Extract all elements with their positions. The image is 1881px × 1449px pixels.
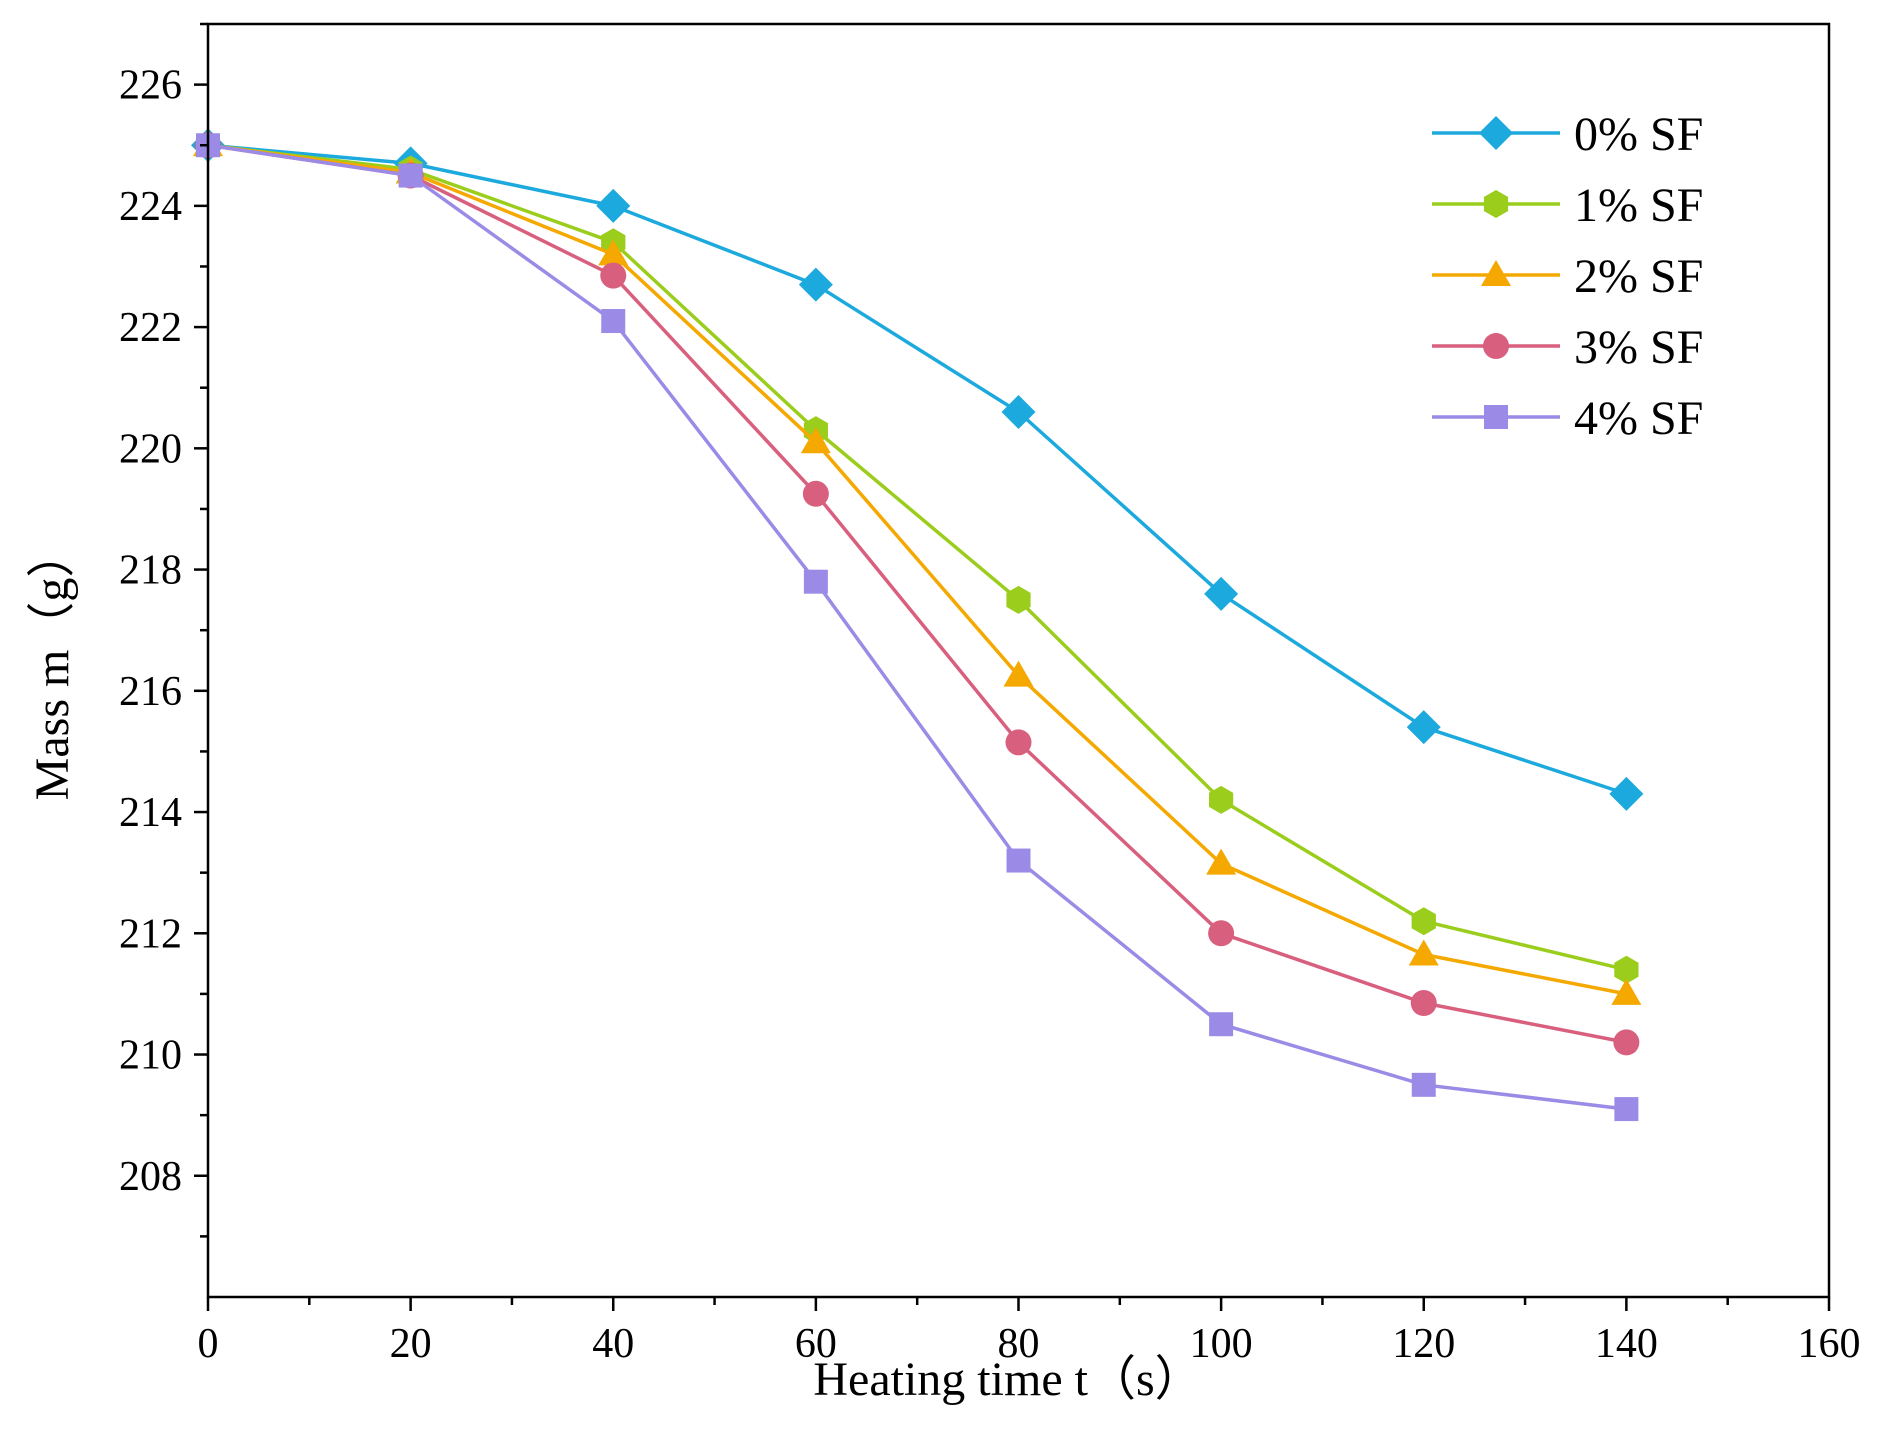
data-point-2pct-sf [1003, 660, 1034, 687]
series-line-4pct-sf [207, 143, 1627, 1111]
legend-item-2pct-sf: 2% SF [1432, 250, 1703, 303]
y-tick-label: 212 [119, 911, 182, 957]
data-point-1pct-sf [1411, 907, 1436, 936]
data-point-2pct-sf [800, 427, 831, 454]
series-line-1pct-sf [207, 143, 1627, 972]
data-point-2pct-sf [1206, 848, 1237, 875]
legend-item-1pct-sf: 1% SF [1432, 179, 1703, 232]
x-tick-label: 120 [1392, 1321, 1455, 1367]
data-point-0pct-sf [1609, 776, 1644, 811]
y-tick-label: 208 [119, 1154, 182, 1200]
legend-item-3pct-sf: 3% SF [1432, 321, 1703, 374]
legend-item-4pct-sf: 4% SF [1432, 392, 1703, 445]
data-point-4pct-sf [601, 309, 626, 334]
y-tick-label: 218 [119, 548, 182, 594]
data-point-2pct-sf [1611, 978, 1642, 1005]
data-point-4pct-sf [1209, 1012, 1234, 1037]
data-point-0pct-sf [1406, 710, 1441, 745]
data-point-3pct-sf [1613, 1029, 1640, 1056]
legend-item-0pct-sf: 0% SF [1432, 108, 1703, 161]
legend-label: 1% SF [1574, 179, 1703, 232]
data-point-3pct-sf [802, 480, 829, 507]
series-line-0pct-sf [207, 143, 1627, 796]
legend-marker [1483, 190, 1509, 218]
data-point-2pct-sf [598, 239, 629, 266]
data-point-1pct-sf [1614, 955, 1639, 984]
y-tick-label: 224 [119, 184, 182, 230]
x-tick-label: 20 [390, 1321, 432, 1367]
legend-marker [1479, 116, 1513, 150]
data-point-4pct-sf [1006, 848, 1031, 873]
data-point-4pct-sf [803, 569, 828, 594]
series-0pct-sf [191, 128, 1644, 811]
series-4pct-sf [196, 133, 1639, 1122]
series-line-3pct-sf [207, 143, 1627, 1045]
legend-marker [1481, 260, 1511, 286]
series-line-2pct-sf [207, 143, 1627, 996]
data-point-3pct-sf [1005, 729, 1032, 756]
legend-marker [1484, 405, 1508, 429]
data-point-4pct-sf [398, 163, 423, 188]
data-point-1pct-sf [1006, 585, 1031, 614]
x-tick-label: 40 [592, 1321, 634, 1367]
data-point-1pct-sf [1209, 785, 1234, 814]
legend: 0% SF 1% SF 2% SF 3% SF 4% SF [1432, 108, 1703, 445]
x-tick-label: 100 [1190, 1321, 1253, 1367]
data-point-3pct-sf [1208, 920, 1235, 947]
x-tick-label: 160 [1798, 1321, 1861, 1367]
y-tick-label: 210 [119, 1033, 182, 1079]
x-tick-label: 80 [998, 1321, 1040, 1367]
data-point-3pct-sf [600, 262, 627, 289]
legend-marker [1483, 333, 1509, 359]
data-point-0pct-sf [1001, 394, 1036, 429]
y-tick-label: 214 [119, 790, 182, 836]
axes-layer: 0 20 40 60 80 100 120 140 160 208 210 212 214 216 218 2… [119, 22, 1861, 1367]
legend-label: 3% SF [1574, 321, 1703, 374]
series-layer [191, 128, 1644, 1122]
legend-label: 4% SF [1574, 392, 1703, 445]
data-point-0pct-sf [596, 188, 631, 223]
data-point-3pct-sf [1410, 989, 1437, 1016]
legend-label: 2% SF [1574, 250, 1703, 303]
y-tick-label: 226 [119, 63, 182, 109]
y-tick-label: 220 [119, 426, 182, 472]
y-tick-label: 222 [119, 305, 182, 351]
x-tick-label: 60 [795, 1321, 837, 1367]
y-axis-title: Mass m（g） [26, 530, 79, 801]
data-point-2pct-sf [1408, 939, 1439, 966]
legend-label: 0% SF [1574, 108, 1703, 161]
data-point-0pct-sf [1204, 576, 1239, 611]
y-tick-label: 216 [119, 669, 182, 715]
x-axis-title: Heating time t（s） [813, 1353, 1202, 1406]
x-tick-label: 140 [1595, 1321, 1658, 1367]
data-point-0pct-sf [798, 267, 833, 302]
data-point-4pct-sf [1411, 1072, 1436, 1097]
data-point-4pct-sf [1614, 1097, 1639, 1122]
x-tick-label: 0 [198, 1321, 219, 1367]
series-2pct-sf [193, 130, 1642, 1005]
